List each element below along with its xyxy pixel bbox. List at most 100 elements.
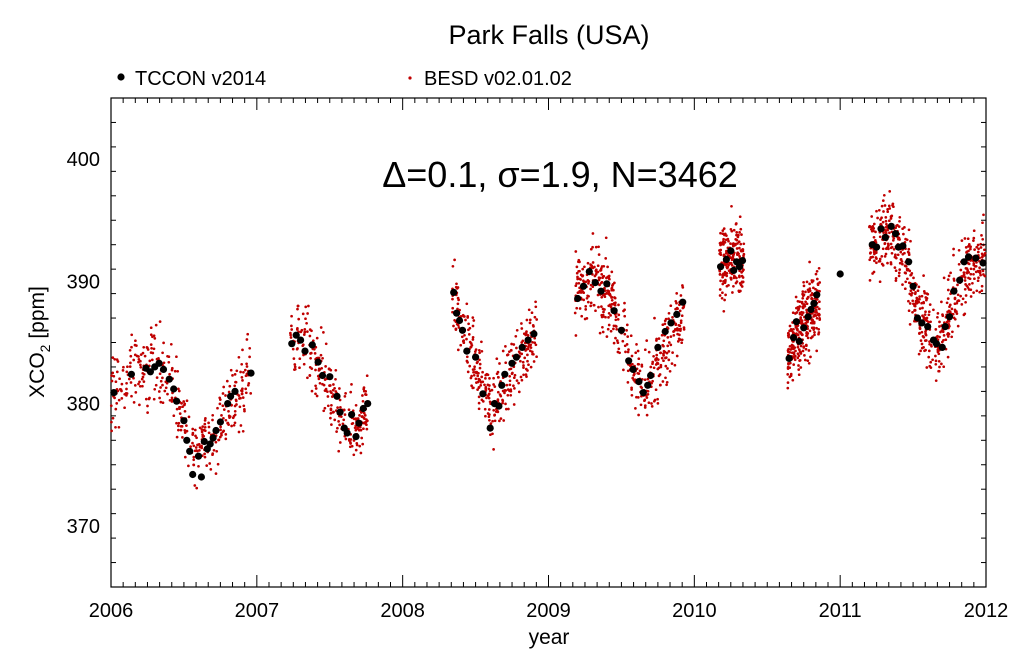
besd-point — [882, 231, 885, 234]
besd-point — [946, 335, 950, 338]
besd-point — [738, 215, 742, 219]
besd-point — [946, 278, 950, 281]
besd-point — [473, 365, 476, 369]
besd-point — [609, 305, 613, 309]
besd-point — [495, 372, 499, 376]
tccon-point — [479, 390, 487, 398]
y-tick-label: 400 — [67, 149, 100, 171]
besd-point — [575, 282, 578, 285]
besd-point — [117, 425, 121, 429]
besd-point — [221, 404, 225, 408]
besd-point — [155, 376, 159, 379]
besd-point — [589, 287, 592, 291]
besd-point — [798, 358, 802, 362]
tccon-point — [679, 298, 687, 306]
besd-point — [110, 429, 113, 433]
besd-point — [614, 318, 618, 322]
besd-point — [474, 377, 478, 381]
besd-point — [159, 386, 162, 389]
besd-point — [659, 351, 662, 355]
besd-point — [529, 343, 533, 347]
besd-point — [903, 287, 907, 291]
besd-point — [881, 264, 885, 267]
besd-point — [796, 345, 800, 349]
besd-point — [310, 367, 314, 370]
besd-point — [788, 329, 791, 333]
besd-point — [591, 232, 595, 235]
besd-point — [799, 344, 803, 348]
besd-point — [786, 367, 790, 370]
tccon-point — [804, 313, 812, 321]
besd-point — [302, 362, 306, 366]
besd-point — [872, 270, 876, 274]
besd-point — [361, 442, 365, 446]
tccon-point — [644, 381, 652, 389]
besd-point — [484, 373, 488, 377]
besd-point — [328, 384, 332, 387]
besd-point — [737, 290, 741, 294]
besd-point — [207, 431, 211, 435]
besd-point — [957, 262, 961, 266]
besd-point — [946, 310, 949, 314]
besd-point — [329, 368, 333, 372]
besd-point — [159, 379, 163, 383]
besd-point — [525, 375, 528, 378]
besd-point — [309, 356, 312, 360]
besd-point — [508, 374, 512, 378]
besd-point — [203, 419, 207, 422]
besd-point — [201, 425, 205, 428]
besd-point — [934, 354, 937, 358]
besd-point — [120, 397, 124, 400]
besd-point — [636, 362, 640, 366]
besd-point — [903, 251, 906, 255]
besd-point — [158, 372, 162, 376]
tccon-point — [183, 436, 191, 444]
tccon-point — [964, 253, 973, 261]
besd-point — [525, 330, 528, 333]
besd-point — [969, 245, 972, 249]
besd-point — [632, 378, 636, 382]
besd-point — [672, 334, 676, 337]
besd-point — [898, 268, 902, 271]
besd-point — [465, 337, 468, 341]
besd-point — [522, 366, 525, 369]
legend-label-tccon: TCCON v2014 — [135, 68, 266, 90]
besd-point — [589, 283, 593, 287]
besd-point — [616, 341, 620, 345]
besd-point — [520, 327, 524, 330]
x-tick-labels: 2006 2007 2008 2009 2010 2011 2012 — [89, 600, 1009, 622]
besd-point — [906, 277, 909, 281]
besd-point — [339, 415, 343, 418]
besd-point — [724, 251, 728, 255]
besd-point — [818, 281, 822, 284]
besd-point — [963, 276, 967, 279]
besd-point — [489, 433, 492, 437]
besd-point — [794, 295, 798, 299]
besd-point — [811, 335, 814, 338]
besd-point — [938, 325, 941, 328]
besd-point — [519, 375, 523, 379]
besd-point — [617, 303, 620, 307]
besd-point — [682, 326, 686, 329]
besd-point — [941, 314, 945, 318]
besd-point — [883, 204, 887, 207]
tccon-point — [585, 268, 593, 276]
besd-point — [177, 428, 180, 432]
besd-point — [504, 345, 507, 348]
besd-point — [983, 274, 987, 278]
besd-point — [786, 386, 790, 390]
besd-point — [892, 205, 895, 209]
besd-point — [931, 358, 934, 362]
tccon-point — [807, 305, 815, 314]
besd-point — [640, 386, 644, 390]
besd-point — [239, 424, 243, 427]
besd-point — [678, 309, 682, 313]
besd-point — [338, 387, 341, 390]
besd-point — [729, 242, 732, 245]
besd-point — [723, 281, 727, 285]
besd-point — [679, 329, 682, 332]
tccon-point — [629, 365, 637, 373]
besd-point — [817, 331, 821, 334]
besd-point — [888, 207, 892, 210]
